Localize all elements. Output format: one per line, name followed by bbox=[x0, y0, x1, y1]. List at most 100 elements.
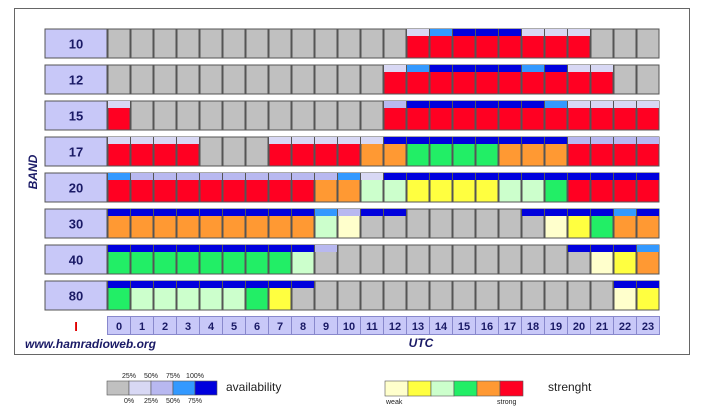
availability-bar bbox=[591, 173, 613, 180]
availability-bar bbox=[476, 29, 498, 36]
availability-bar bbox=[522, 137, 544, 144]
strength-cell bbox=[452, 244, 476, 275]
availability-bar bbox=[522, 209, 544, 216]
chart-legend: 25% 50% 75% 100% 0% 25% 50% 75% availability we… bbox=[106, 373, 592, 406]
availability-bar bbox=[453, 29, 475, 36]
band-row-30: 30 bbox=[44, 208, 660, 239]
hour-label: 1 bbox=[139, 321, 145, 333]
hour-cell bbox=[292, 317, 314, 334]
availability-bar bbox=[292, 245, 314, 252]
availability-bar bbox=[108, 281, 130, 288]
hour-label: 11 bbox=[366, 321, 378, 333]
availability-bar bbox=[131, 209, 153, 216]
availability-bar bbox=[269, 245, 291, 252]
availability-swatch bbox=[150, 380, 174, 396]
availability-bar bbox=[361, 209, 383, 216]
band-label-box bbox=[44, 136, 108, 167]
hour-cell bbox=[269, 317, 291, 334]
availability-top-label: 50% bbox=[144, 373, 158, 380]
hour-cell bbox=[177, 317, 199, 334]
availability-legend-title: availability bbox=[226, 380, 281, 394]
availability-bar bbox=[545, 65, 567, 72]
availability-bar bbox=[131, 245, 153, 252]
strength-cell bbox=[291, 64, 315, 95]
availability-bar bbox=[292, 137, 314, 144]
availability-bar bbox=[177, 281, 199, 288]
strength-cell bbox=[153, 100, 177, 131]
availability-bar bbox=[384, 101, 406, 108]
strength-cell bbox=[130, 28, 154, 59]
availability-swatch bbox=[128, 380, 152, 396]
availability-bar bbox=[177, 209, 199, 216]
availability-bar bbox=[246, 281, 268, 288]
utc-axis-title: UTC bbox=[409, 336, 434, 350]
availability-bar bbox=[591, 137, 613, 144]
chart-frame: 10 12 15 17 20 30 40 80 0 1 2 3 4 5 6 7 8 9 10 11 12 13 14 15 1… bbox=[14, 8, 690, 355]
availability-bar bbox=[430, 137, 452, 144]
availability-bar bbox=[499, 173, 521, 180]
strength-swatch bbox=[476, 380, 501, 397]
hour-cell bbox=[522, 317, 544, 334]
strength-legend bbox=[384, 380, 524, 397]
strength-cell bbox=[360, 280, 384, 311]
hour-label: 22 bbox=[619, 321, 631, 333]
availability-swatch bbox=[172, 380, 196, 396]
availability-bar bbox=[614, 173, 636, 180]
strength-swatch bbox=[499, 380, 524, 397]
strength-cell bbox=[337, 244, 361, 275]
hour-cell bbox=[476, 317, 498, 334]
strength-cell bbox=[107, 28, 131, 59]
availability-bar bbox=[177, 137, 199, 144]
availability-bar bbox=[154, 245, 176, 252]
availability-bottom-label: 50% bbox=[166, 398, 180, 405]
availability-bar bbox=[384, 209, 406, 216]
availability-bar bbox=[131, 281, 153, 288]
strength-cell bbox=[176, 28, 200, 59]
strength-cell bbox=[153, 64, 177, 95]
strength-cell bbox=[544, 244, 568, 275]
strength-cell bbox=[498, 244, 522, 275]
availability-bar bbox=[591, 209, 613, 216]
availability-bar bbox=[223, 245, 245, 252]
band-row-17: 17 bbox=[44, 136, 660, 167]
availability-bar bbox=[591, 101, 613, 108]
strength-cell bbox=[130, 64, 154, 95]
strength-cell bbox=[222, 28, 246, 59]
band-label-box bbox=[44, 28, 108, 59]
availability-bar bbox=[246, 173, 268, 180]
availability-bar bbox=[545, 173, 567, 180]
availability-bar bbox=[568, 29, 590, 36]
strength-cell bbox=[429, 280, 453, 311]
availability-bar bbox=[154, 281, 176, 288]
strength-cell bbox=[567, 280, 591, 311]
band-label: 40 bbox=[69, 253, 83, 268]
hour-cell bbox=[499, 317, 521, 334]
hour-cell bbox=[430, 317, 452, 334]
hour-cell bbox=[338, 317, 360, 334]
availability-bar bbox=[499, 101, 521, 108]
availability-bar bbox=[361, 173, 383, 180]
hour-cell bbox=[568, 317, 590, 334]
strength-cell bbox=[268, 100, 292, 131]
band-label: 30 bbox=[69, 217, 83, 232]
strength-cell bbox=[406, 280, 430, 311]
availability-bar bbox=[568, 173, 590, 180]
availability-bottom-label: 25% bbox=[144, 398, 158, 405]
availability-bar bbox=[568, 65, 590, 72]
hour-cell bbox=[614, 317, 636, 334]
hour-label: 2 bbox=[162, 321, 168, 333]
availability-bar bbox=[246, 245, 268, 252]
hour-cell bbox=[200, 317, 222, 334]
hour-label: 16 bbox=[481, 321, 493, 333]
strength-cell bbox=[245, 28, 269, 59]
hour-label: 15 bbox=[458, 321, 470, 333]
strength-cell bbox=[360, 100, 384, 131]
strength-cell bbox=[383, 280, 407, 311]
band-label: 10 bbox=[69, 37, 83, 52]
strength-cell bbox=[636, 64, 660, 95]
strength-cell bbox=[590, 280, 614, 311]
availability-bar bbox=[315, 209, 337, 216]
strength-cell bbox=[268, 28, 292, 59]
strength-cell bbox=[406, 208, 430, 239]
strength-legend-title: strenght bbox=[548, 380, 592, 394]
